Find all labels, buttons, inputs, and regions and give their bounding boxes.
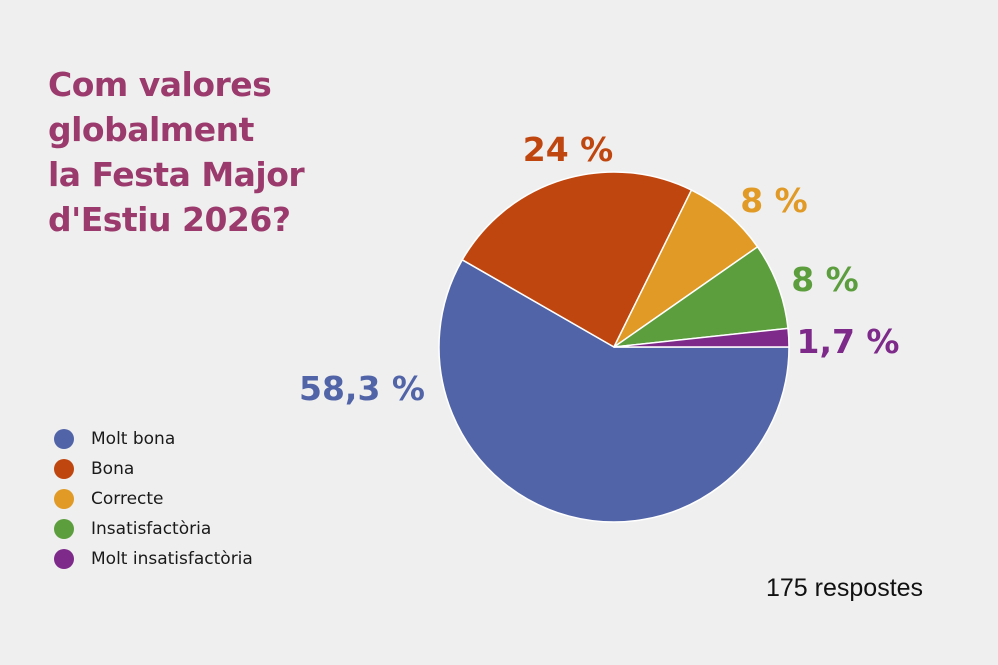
legend-item-molt-insatisfactoria: Molt insatisfactòria [54, 544, 253, 574]
legend-label: Correcte [91, 489, 164, 509]
chart-title-line: Com valores [48, 65, 272, 104]
legend-label: Insatisfactòria [91, 519, 212, 539]
chart-title: Com valores globalment la Festa Major d'… [48, 62, 378, 242]
legend-label: Bona [91, 459, 135, 479]
data-label-insatisfactoria: 8 % [791, 260, 859, 299]
legend-swatch [54, 429, 74, 449]
legend: Molt bona Bona Correcte Insatisfactòria … [54, 424, 253, 574]
legend-item-bona: Bona [54, 454, 253, 484]
data-label-molt-insatisfactoria: 1,7 % [796, 322, 899, 361]
legend-item-insatisfactoria: Insatisfactòria [54, 514, 253, 544]
legend-swatch [54, 489, 74, 509]
pie-slice-bona [461, 171, 693, 348]
legend-item-molt-bona: Molt bona [54, 424, 253, 454]
chart-title-line: globalment [48, 110, 254, 149]
legend-label: Molt insatisfactòria [91, 549, 253, 569]
legend-label: Molt bona [91, 429, 176, 449]
pie-slice-molt-bona [438, 259, 790, 523]
legend-swatch [54, 459, 74, 479]
chart-title-line: d'Estiu 2026? [48, 200, 291, 239]
data-label-correcte: 8 % [740, 181, 808, 220]
pie-slice-molt-insatisfactoria [613, 327, 790, 348]
data-label-bona: 24 % [523, 130, 613, 169]
data-label-molt-bona: 58,3 % [299, 369, 425, 408]
responses-count: 175 respostes [766, 574, 924, 602]
legend-swatch [54, 519, 74, 539]
chart-title-line: la Festa Major [48, 155, 305, 194]
legend-item-correcte: Correcte [54, 484, 253, 514]
legend-swatch [54, 549, 74, 569]
